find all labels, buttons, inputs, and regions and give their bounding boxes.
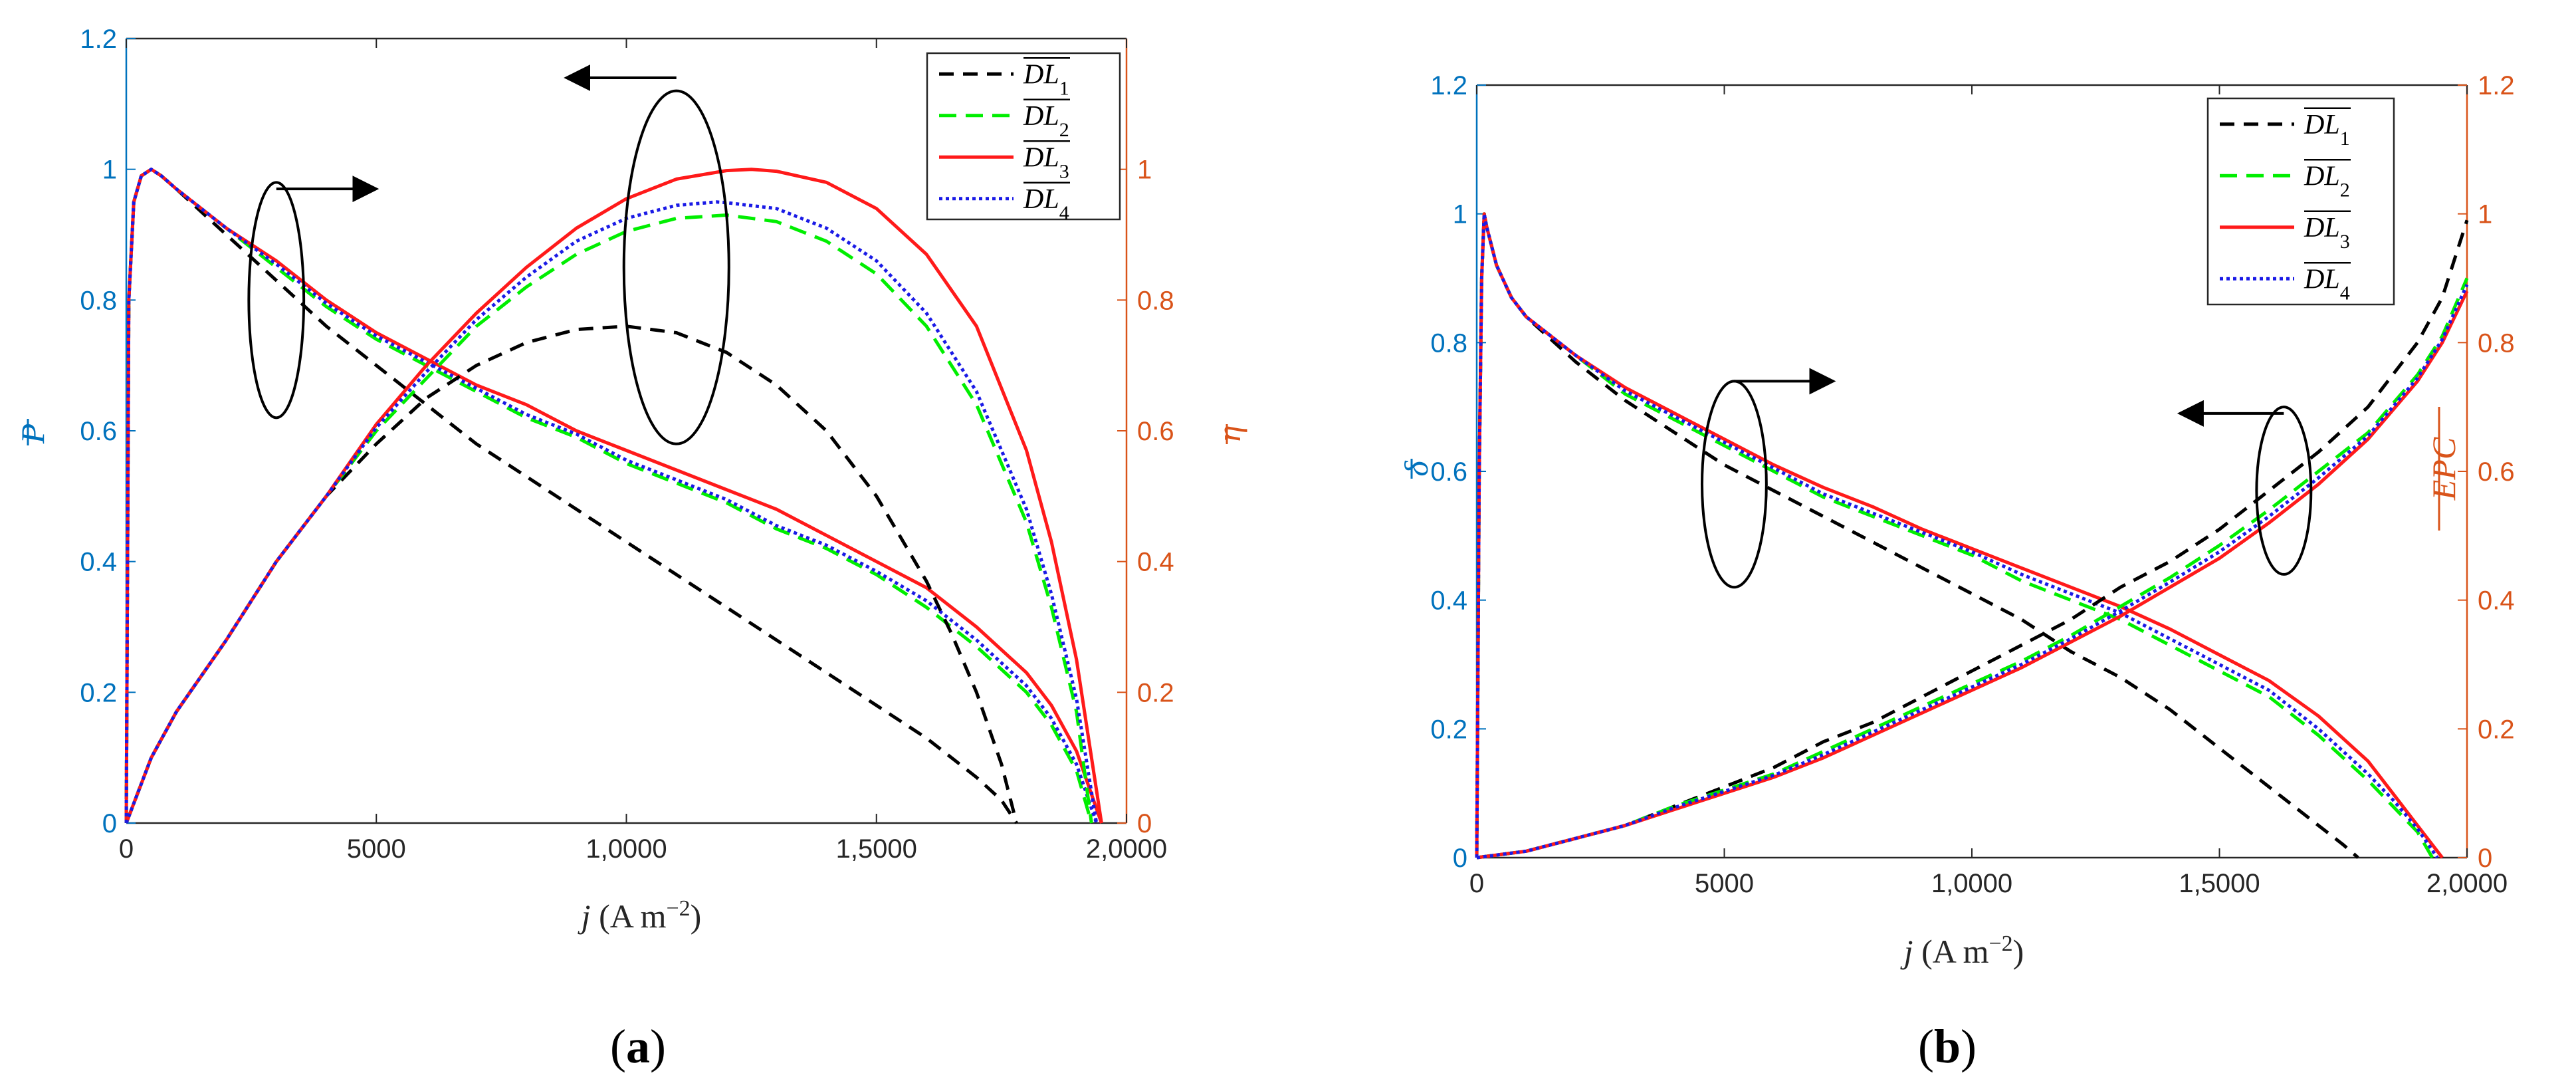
y-tick-label-left: 0.6 <box>1430 457 1467 487</box>
series-group-a <box>124 168 1103 824</box>
x-tick-label: 2,0000 <box>1086 834 1167 864</box>
series-line-delta-dl1 <box>1475 212 2359 859</box>
legend-box <box>2206 97 2395 306</box>
annotation-ellipse <box>2255 406 2313 576</box>
annotations-b <box>1700 368 2313 589</box>
series-line-p-dl1 <box>124 168 1018 824</box>
x-tick-label: 1,0000 <box>1931 869 2012 898</box>
annotations-a <box>247 64 730 445</box>
y-tick-label-right: 1 <box>1137 156 1152 185</box>
y-tick-label-right: 0.4 <box>2478 586 2515 616</box>
y-tick-label-right: 0.4 <box>1137 548 1174 577</box>
y-tick-label-left: 1.2 <box>1430 71 1467 100</box>
y-tick-label-left: 0.6 <box>80 417 117 446</box>
y-tick-label-left: 0.2 <box>1430 715 1467 744</box>
y-tick-label-right: 0.6 <box>2478 457 2515 487</box>
y-tick-label-left: 0.4 <box>1430 586 1467 616</box>
svg-text:δ: δ <box>1398 461 1435 477</box>
y-tick-label-left: 0 <box>1453 844 1467 873</box>
panel-caption-b: (b) <box>1918 1020 1977 1073</box>
tick-labels-b: 0 5000 1,0000 1,5000 2,000000.20.40.60.811.2… <box>1430 71 2514 898</box>
tick-labels-a: 0 5000 1,0000 1,5000 2,000000.20.40.60.811.2… <box>80 25 1174 864</box>
series-line-p-dl3 <box>124 168 1103 824</box>
svg-text:η: η <box>1210 425 1247 442</box>
series-line-delta-dl4 <box>1475 212 2439 859</box>
x-tick-label: 1,5000 <box>2179 869 2260 898</box>
y-tick-label-right: 0.2 <box>1137 678 1174 707</box>
axes-frame-b <box>1475 84 2468 859</box>
chart-panel-b: 0 5000 1,0000 1,5000 2,000000.20.40.60.811.2… <box>1398 71 2515 1073</box>
series-line-delta-dl2 <box>1475 212 2434 859</box>
axes-frame-a <box>125 37 1128 824</box>
series-line-eta-dl1 <box>124 324 1018 824</box>
y-tick-label-right: 1.2 <box>2478 71 2515 100</box>
y-axis-title-right-b: EPC <box>2425 407 2462 531</box>
x-tick-label: 1,0000 <box>586 834 667 864</box>
x-tick-label: 0 <box>119 834 134 864</box>
series-line-p-dl2 <box>124 168 1093 824</box>
series-line-eta-dl3 <box>124 168 1103 824</box>
y-tick-label-left: 0.4 <box>80 548 117 577</box>
series-line-epc-dl2 <box>1476 277 2469 860</box>
svg-text:P: P <box>14 424 51 445</box>
series-line-epc-dl4 <box>1476 284 2469 860</box>
y-axis-title-right-a: η <box>1210 424 1247 444</box>
series-line-eta-dl2 <box>124 213 1093 824</box>
svg-text:EPC: EPC <box>2425 437 2462 501</box>
y-tick-label-right: 1 <box>2478 200 2492 229</box>
series-line-eta-dl4 <box>124 200 1099 824</box>
x-tick-label: 2,0000 <box>2426 869 2508 898</box>
y-tick-label-left: 1.2 <box>80 25 117 54</box>
annotation-ellipse <box>1700 380 1768 589</box>
y-tick-label-left: 0.8 <box>1430 328 1467 358</box>
x-tick-label: 5000 <box>1695 869 1754 898</box>
x-tick-label: 1,5000 <box>836 834 917 864</box>
y-tick-label-right: 0.2 <box>2478 715 2515 744</box>
panel-caption-a: (a) <box>610 1020 666 1073</box>
y-tick-label-left: 0.2 <box>80 678 117 707</box>
y-tick-label-right: 0 <box>1137 809 1152 838</box>
legend-box <box>926 52 1121 221</box>
series-group-b <box>1475 212 2469 860</box>
annotation-ellipse <box>247 181 306 420</box>
series-line-epc-dl3 <box>1476 290 2469 860</box>
chart-panel-a: 0 5000 1,0000 1,5000 2,000000.20.40.60.811.2… <box>14 25 1247 1073</box>
series-line-p-dl4 <box>124 168 1099 824</box>
x-axis-title-b: j (A m−2) <box>1900 931 2024 971</box>
series-line-delta-dl3 <box>1475 212 2444 859</box>
y-tick-label-right: 0.8 <box>1137 286 1174 315</box>
y-tick-label-left: 1 <box>1453 200 1467 229</box>
series-line-epc-dl1 <box>1476 219 2469 860</box>
y-tick-label-left: 1 <box>102 156 117 185</box>
y-tick-label-left: 0.8 <box>80 286 117 315</box>
x-tick-label: 5000 <box>347 834 406 864</box>
y-tick-label-right: 0.6 <box>1137 417 1174 446</box>
y-tick-label-right: 0.8 <box>2478 328 2515 358</box>
y-axis-title-left-a: P <box>14 419 51 445</box>
y-tick-label-right: 0 <box>2478 844 2492 873</box>
y-axis-title-left-b: δ <box>1398 459 1435 479</box>
y-tick-label-left: 0 <box>102 809 117 838</box>
x-axis-title-a: j (A m−2) <box>578 896 702 935</box>
annotation-ellipse <box>622 89 730 445</box>
x-tick-label: 0 <box>1469 869 1484 898</box>
